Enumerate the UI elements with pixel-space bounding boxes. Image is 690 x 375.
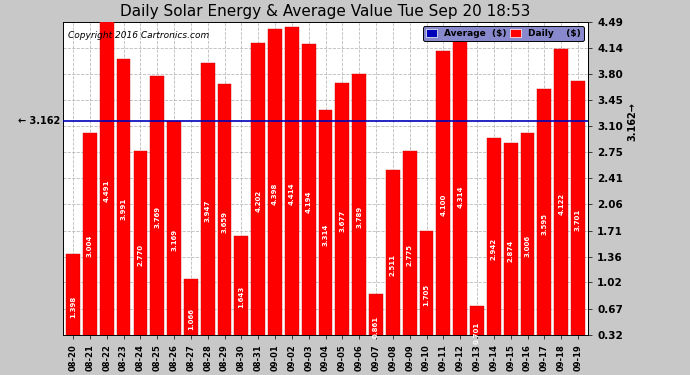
Bar [83, 134, 97, 359]
Text: 1.398: 1.398 [70, 296, 76, 318]
Text: 4.194: 4.194 [306, 190, 312, 213]
Text: 4.414: 4.414 [289, 182, 295, 204]
Text: 1.066: 1.066 [188, 308, 194, 330]
Text: 2.942: 2.942 [491, 237, 497, 260]
Bar [335, 83, 349, 359]
Text: 4.398: 4.398 [272, 183, 278, 205]
Text: 2.511: 2.511 [390, 254, 396, 276]
Bar [302, 44, 315, 359]
Text: 3.006: 3.006 [524, 235, 531, 257]
Bar [184, 279, 198, 359]
Bar [403, 150, 417, 359]
Text: 1.643: 1.643 [238, 286, 244, 308]
Text: 3.947: 3.947 [205, 200, 210, 222]
Bar [251, 44, 265, 359]
Text: 4.122: 4.122 [558, 193, 564, 215]
Text: 2.775: 2.775 [406, 244, 413, 266]
Text: 3.789: 3.789 [356, 206, 362, 228]
Text: 3.314: 3.314 [322, 224, 328, 246]
Text: 0.701: 0.701 [474, 321, 480, 344]
Text: 3.162→: 3.162→ [627, 102, 638, 141]
Bar [420, 231, 433, 359]
Text: 3.677: 3.677 [339, 210, 346, 232]
Bar [504, 143, 518, 359]
Bar [201, 63, 215, 359]
Text: 0.861: 0.861 [373, 316, 379, 338]
Bar [285, 27, 299, 359]
Bar [268, 28, 282, 359]
Text: 3.595: 3.595 [542, 213, 547, 235]
Text: 3.991: 3.991 [121, 198, 126, 220]
Title: Daily Solar Energy & Average Value Tue Sep 20 18:53: Daily Solar Energy & Average Value Tue S… [120, 4, 531, 19]
Bar [353, 74, 366, 359]
Bar [386, 170, 400, 359]
Bar [470, 306, 484, 359]
Text: 4.314: 4.314 [457, 186, 463, 208]
Bar [571, 81, 585, 359]
Text: Copyright 2016 Cartronics.com: Copyright 2016 Cartronics.com [68, 31, 210, 40]
Text: 4.491: 4.491 [104, 179, 110, 201]
Text: ← 3.162: ← 3.162 [18, 117, 60, 126]
Bar [217, 84, 231, 359]
Bar [554, 50, 568, 359]
Text: 3.701: 3.701 [575, 209, 581, 231]
Text: 2.770: 2.770 [137, 244, 144, 266]
Bar [235, 236, 248, 359]
Text: 3.769: 3.769 [155, 206, 160, 228]
Text: 2.874: 2.874 [508, 240, 513, 262]
Bar [66, 254, 80, 359]
Legend: Average  ($), Daily    ($): Average ($), Daily ($) [423, 26, 584, 40]
Text: 3.004: 3.004 [87, 235, 93, 257]
Bar [453, 35, 467, 359]
Bar [437, 51, 451, 359]
Bar [150, 76, 164, 359]
Bar [167, 121, 181, 359]
Text: 4.202: 4.202 [255, 190, 262, 212]
Text: 3.169: 3.169 [171, 229, 177, 251]
Text: 4.100: 4.100 [440, 194, 446, 216]
Bar [117, 59, 130, 359]
Text: 1.705: 1.705 [424, 284, 429, 306]
Bar [133, 151, 147, 359]
Bar [520, 133, 534, 359]
Bar [369, 294, 383, 359]
Bar [538, 89, 551, 359]
Text: 3.659: 3.659 [221, 210, 228, 232]
Bar [100, 22, 114, 359]
Bar [319, 110, 333, 359]
Bar [487, 138, 501, 359]
